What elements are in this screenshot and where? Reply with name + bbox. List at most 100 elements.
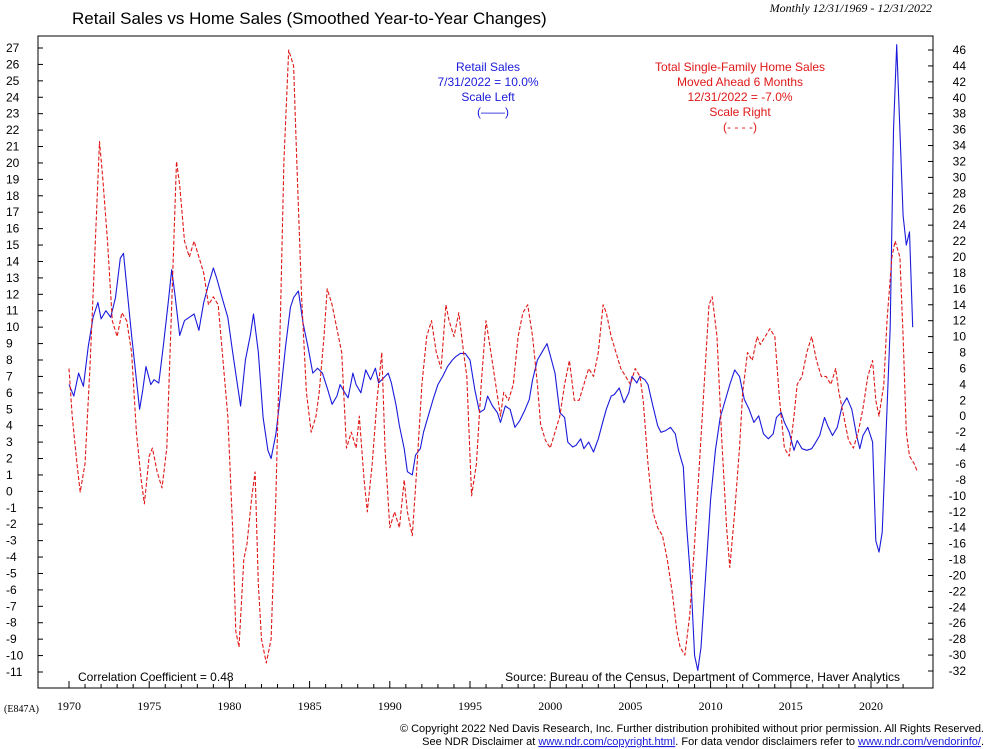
left-tick-label: 6: [6, 386, 13, 400]
x-tick-label: 1980: [217, 699, 241, 713]
copyright-link[interactable]: www.ndr.com/copyright.html: [537, 736, 675, 748]
retail-legend-line-3: Scale Left: [461, 90, 515, 104]
home-sales-line: [68, 49, 919, 664]
right-tick-label: 34: [953, 139, 967, 153]
right-tick-label: 10: [953, 330, 967, 344]
left-tick-label: 15: [6, 238, 20, 252]
disclaimer-suffix: .: [981, 736, 984, 748]
source-note: Source: Bureau of the Census, Department…: [505, 670, 900, 684]
left-tick-label: -5: [6, 566, 17, 580]
chart-subtitle: Monthly 12/31/1969 - 12/31/2022: [769, 1, 932, 15]
x-tick-label: 1985: [298, 699, 322, 713]
right-tick-label: -18: [949, 553, 967, 567]
left-tick-label: -2: [6, 517, 17, 531]
right-tick-label: 20: [953, 250, 967, 264]
left-tick-label: 27: [6, 41, 20, 55]
left-tick-label: 3: [6, 435, 13, 449]
left-tick-label: -4: [6, 550, 17, 564]
right-tick-label: -20: [949, 568, 967, 582]
left-tick-label: 18: [6, 189, 20, 203]
retail-sales-line: [68, 44, 914, 671]
home-legend-line-4: Scale Right: [709, 105, 771, 119]
left-tick-label: 10: [6, 320, 20, 334]
right-tick-label: 24: [953, 218, 967, 232]
right-tick-label: 0: [959, 409, 966, 423]
left-tick-label: -9: [6, 632, 17, 646]
x-tick-label: 1970: [57, 699, 81, 713]
x-tick-label: 2010: [699, 699, 723, 713]
right-tick-label: 44: [953, 59, 967, 73]
left-tick-label: 21: [6, 140, 20, 154]
right-tick-label: 36: [953, 123, 967, 137]
home-sales-legend: Total Single-Family Home Sales Moved Ahe…: [655, 60, 825, 134]
right-tick-label: -12: [949, 505, 967, 519]
x-tick-label: 2005: [618, 699, 642, 713]
left-tick-label: 9: [6, 337, 13, 351]
right-tick-label: -22: [949, 584, 967, 598]
retail-sales-legend: Retail Sales 7/31/2022 = 10.0% Scale Lef…: [437, 60, 538, 119]
series-layer: [68, 44, 919, 671]
left-tick-label: 25: [6, 74, 20, 88]
x-tick-label: 2000: [538, 699, 562, 713]
right-tick-label: -6: [955, 457, 966, 471]
left-tick-label: 11: [6, 304, 19, 318]
left-tick-label: 22: [6, 123, 20, 137]
left-tick-label: 7: [6, 369, 13, 383]
left-tick-label: 1: [6, 468, 13, 482]
left-tick-label: -8: [6, 616, 17, 630]
plot-frame: [37, 35, 934, 689]
left-tick-label: 24: [6, 90, 20, 104]
home-legend-line-2: Moved Ahead 6 Months: [677, 75, 803, 89]
x-tick-label: 1990: [378, 699, 402, 713]
left-tick-label: 12: [6, 287, 20, 301]
left-tick-label: 0: [6, 484, 13, 498]
vendorinfo-link[interactable]: www.ndr.com/vendorinfo/: [857, 736, 982, 748]
correlation-note: Correlation Coefficient = 0.48: [78, 670, 234, 684]
left-tick-label: 4: [6, 419, 13, 433]
left-tick-label: -1: [6, 501, 17, 515]
left-tick-label: 17: [6, 205, 20, 219]
left-tick-label: -3: [6, 534, 17, 548]
home-legend-line-3: 12/31/2022 = -7.0%: [687, 90, 792, 104]
right-tick-label: 12: [953, 314, 967, 328]
right-tick-label: -30: [949, 648, 967, 662]
right-tick-label: -2: [955, 425, 966, 439]
right-tick-label: 32: [953, 154, 967, 168]
left-tick-label: 19: [6, 172, 20, 186]
home-legend-line-5: (- - - -): [723, 120, 757, 134]
retail-legend-line-4: (——): [477, 105, 509, 119]
right-tick-label: 22: [953, 234, 967, 248]
right-tick-label: -32: [949, 664, 967, 678]
retail-legend-line-2: 7/31/2022 = 10.0%: [437, 75, 538, 89]
chart-code: (E847A): [4, 704, 39, 715]
right-tick-label: 6: [959, 361, 966, 375]
left-tick-label: 23: [6, 107, 20, 121]
disclaimer-middle: . For data vendor disclaimers refer to: [675, 736, 858, 748]
x-tick-label: 1975: [137, 699, 161, 713]
left-tick-label: 26: [6, 57, 20, 71]
right-axis: 4644424038363432302826242220181614121086…: [928, 43, 966, 678]
right-tick-label: 42: [953, 75, 967, 89]
x-axis: 1970 1975 1980 1985 1990 1995 2000 2005 2010 2015…: [57, 681, 904, 713]
left-tick-label: -10: [6, 649, 24, 663]
x-tick-label: 2020: [859, 699, 883, 713]
right-tick-label: 8: [959, 346, 966, 360]
right-tick-label: -26: [949, 616, 967, 630]
right-tick-label: 2: [959, 393, 966, 407]
chart-title: Retail Sales vs Home Sales (Smoothed Yea…: [72, 9, 547, 28]
right-tick-label: 14: [953, 298, 967, 312]
right-tick-label: -28: [949, 632, 967, 646]
right-tick-label: 38: [953, 107, 967, 121]
right-tick-label: -8: [955, 473, 966, 487]
left-tick-label: 16: [6, 222, 20, 236]
left-axis: 2726252423222120191817161514131211109876…: [6, 41, 43, 679]
x-tick-label: 2015: [779, 699, 803, 713]
right-tick-label: 46: [953, 43, 967, 57]
x-tick-label: 1995: [458, 699, 482, 713]
right-tick-label: -24: [949, 600, 967, 614]
home-legend-line-1: Total Single-Family Home Sales: [655, 60, 825, 74]
right-tick-label: 28: [953, 186, 967, 200]
right-tick-label: 16: [953, 282, 967, 296]
right-tick-label: -16: [949, 537, 967, 551]
right-tick-label: -10: [949, 489, 967, 503]
